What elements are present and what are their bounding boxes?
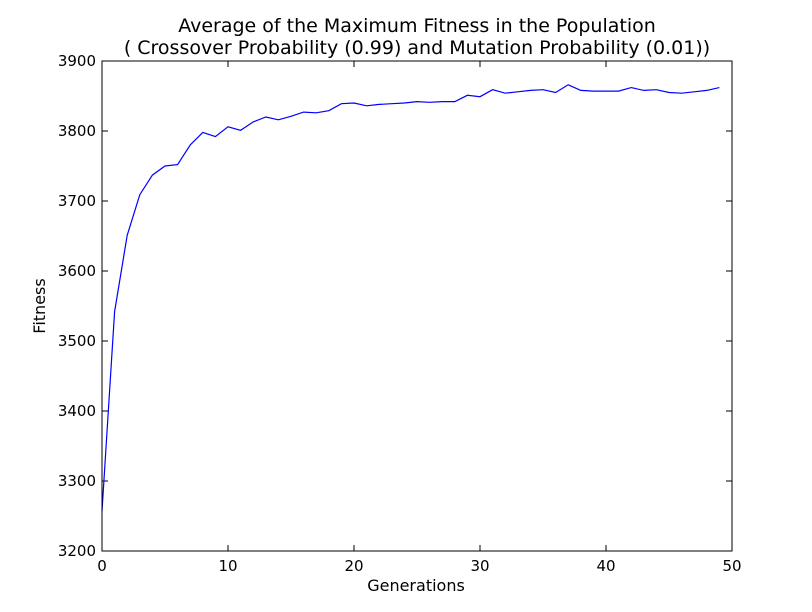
x-tick-label: 50 (722, 557, 741, 575)
x-tick-label: 10 (218, 557, 237, 575)
x-tick-label: 30 (470, 557, 489, 575)
y-tick-label: 3600 (58, 262, 96, 280)
y-tick-label: 3800 (58, 122, 96, 140)
x-axis-label: Generations (367, 576, 465, 595)
y-tick-label: 3700 (58, 192, 96, 210)
chart-title-line-1: Average of the Maximum Fitness in the Po… (178, 15, 656, 37)
chart-title-line-2: ( Crossover Probability (0.99) and Mutat… (124, 37, 710, 59)
y-axis-label: Fitness (30, 278, 49, 333)
y-tick-label: 3200 (58, 542, 96, 560)
x-tick-label: 40 (596, 557, 615, 575)
y-tick-label: 3500 (58, 332, 96, 350)
y-tick-label: 3900 (58, 52, 96, 70)
y-tick-label: 3300 (58, 472, 96, 490)
plot-frame (101, 60, 733, 552)
axis-ticks: 0 10 20 30 40 50 3200 3300 3400 3500 3600 3700 3800 3… (58, 52, 742, 575)
x-tick-label: 0 (97, 557, 107, 575)
x-tick-label: 20 (344, 557, 363, 575)
y-tick-label: 3400 (58, 402, 96, 420)
fitness-series-line (101, 84, 720, 512)
